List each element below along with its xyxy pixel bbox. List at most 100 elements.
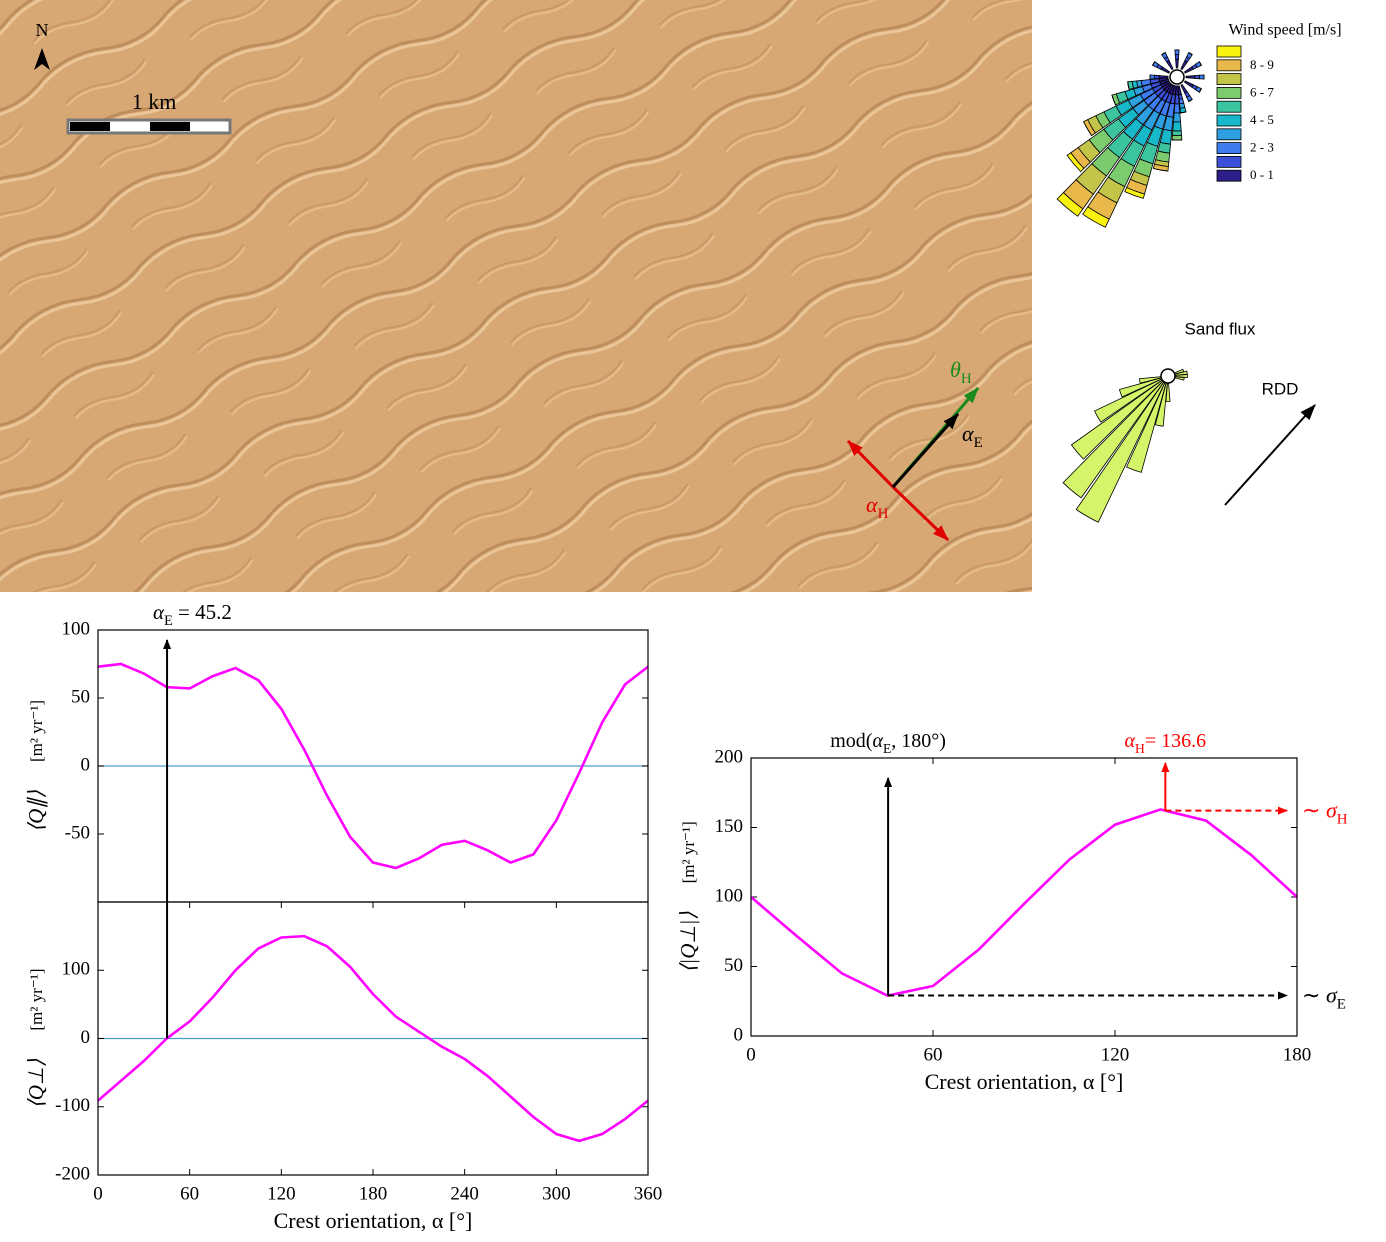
- rose-segment: [1152, 61, 1156, 66]
- data-line: [97, 662, 649, 870]
- rose-segment: [1198, 74, 1205, 80]
- y-axis-symbol: ⟨|Q⊥|⟩: [676, 911, 700, 972]
- data-line: [750, 808, 1298, 998]
- subscript: E: [974, 435, 983, 451]
- flux-segment: [1174, 376, 1185, 381]
- y-axis-symbol: ⟨Q∥⟩: [24, 790, 48, 832]
- rose-segment: [1082, 206, 1110, 228]
- y-tick-label: -50: [65, 822, 90, 843]
- scale-bar-segment: [150, 122, 190, 131]
- rose-segment: [1180, 83, 1188, 94]
- rose-segment: [1083, 121, 1093, 136]
- y-axis-label: ⟨Q∥⟩ [m² yr⁻¹]: [24, 700, 48, 832]
- y-tick-label: -100: [55, 1095, 90, 1116]
- rose-segment: [1174, 54, 1180, 60]
- x-axis-label: Crest orientation, α [°]: [274, 1208, 473, 1233]
- y-tick-label: 100: [715, 885, 744, 906]
- rose-segment: [1153, 168, 1168, 172]
- y-axis-units: [m² yr⁻¹]: [27, 700, 46, 762]
- label-part: α: [872, 730, 883, 752]
- label-part: = 136.6: [1145, 730, 1206, 752]
- subscript: H: [1337, 812, 1348, 828]
- legend-swatch: [1216, 155, 1242, 168]
- plot-frame: [97, 901, 649, 1176]
- label-part: α: [153, 600, 165, 624]
- y-tick-label: 50: [724, 955, 743, 976]
- subscript: H: [878, 506, 889, 522]
- rose-segment: [1066, 152, 1085, 173]
- rose-segment: [1185, 75, 1196, 79]
- x-tick-label: 120: [1101, 1044, 1130, 1065]
- plot-frame: [750, 757, 1298, 1037]
- scale-bar-segment: [70, 122, 110, 131]
- rose-segment: [1183, 80, 1194, 88]
- flux-title: Sand flux: [1185, 319, 1256, 338]
- x-axis-label: Crest orientation, α [°]: [925, 1069, 1124, 1094]
- label-part: = 45.2: [173, 600, 232, 624]
- label-part: α: [962, 421, 974, 446]
- legend-swatch: [1216, 87, 1242, 99]
- label-part: θ: [950, 357, 961, 382]
- rose-segment: [1198, 88, 1202, 93]
- legend-swatch: [1216, 59, 1242, 72]
- rdd-arrow: [1224, 404, 1316, 506]
- label-part: ∼: [1302, 798, 1326, 823]
- rose-segment: [1171, 130, 1183, 136]
- rose-center: [1160, 368, 1176, 384]
- subscript: H: [961, 371, 972, 387]
- rose-center: [1169, 69, 1185, 85]
- annotation-label: mod(αE, 180°): [830, 730, 946, 756]
- rose-segment: [1175, 58, 1179, 69]
- x-tick-label: 60: [180, 1183, 199, 1204]
- legend-swatch: [1216, 45, 1242, 58]
- rose-segment: [1188, 52, 1193, 56]
- legend-label: 0 - 1: [1250, 167, 1274, 182]
- y-tick-label: -200: [55, 1163, 90, 1184]
- x-tick-label: 0: [746, 1044, 756, 1065]
- subscript: E: [1337, 997, 1346, 1013]
- rose-segment: [1158, 75, 1169, 79]
- legend-swatch: [1216, 128, 1242, 141]
- label-part: mod(: [830, 730, 873, 752]
- x-tick-label: 300: [542, 1183, 571, 1204]
- rose-segment: [1056, 191, 1084, 217]
- alpha-h-arrow: [846, 439, 895, 489]
- label-part: ∼: [1302, 983, 1326, 1008]
- legend-swatch: [1216, 142, 1242, 155]
- rose-segment: [1154, 74, 1160, 80]
- x-tick-label: 180: [1283, 1044, 1312, 1065]
- y-tick-label: 100: [62, 959, 91, 980]
- side-label: ∼ σH: [1302, 798, 1348, 828]
- alpha-e-arrow: [891, 413, 960, 488]
- north-arrow: [34, 48, 50, 70]
- legend-swatch: [1216, 114, 1242, 127]
- y-tick-label: 0: [734, 1024, 744, 1045]
- legend-label: 6 - 7: [1250, 84, 1274, 99]
- subscript: E: [164, 613, 173, 629]
- x-tick-label: 120: [267, 1183, 296, 1204]
- rose-segment: [1111, 94, 1116, 106]
- alpha-h-label: αH: [866, 492, 889, 522]
- label-part: , 180°): [891, 730, 946, 752]
- y-tick-label: 100: [62, 618, 91, 639]
- rose-segment: [1174, 49, 1180, 56]
- y-axis-units: [m² yr⁻¹]: [679, 821, 698, 883]
- y-axis-units: [m² yr⁻¹]: [27, 969, 46, 1031]
- legend-label: 8 - 9: [1250, 57, 1274, 72]
- rose-segment: [1161, 52, 1166, 56]
- x-tick-label: 240: [450, 1183, 479, 1204]
- rose-segment: [1127, 81, 1130, 90]
- legend-swatch: [1216, 73, 1242, 85]
- y-tick-label: 150: [715, 816, 744, 837]
- alpha-h-arrow: [891, 485, 950, 542]
- rose-segment: [1194, 74, 1200, 80]
- label-part: α: [866, 492, 878, 517]
- label-part: σ: [1326, 798, 1338, 823]
- rose-segment: [1124, 187, 1146, 199]
- annotation-label: αE = 45.2: [153, 600, 232, 629]
- rose-segment: [1173, 103, 1181, 114]
- y-tick-label: 50: [71, 686, 90, 707]
- legend-label: 4 - 5: [1250, 112, 1274, 127]
- y-tick-label: 0: [81, 754, 91, 775]
